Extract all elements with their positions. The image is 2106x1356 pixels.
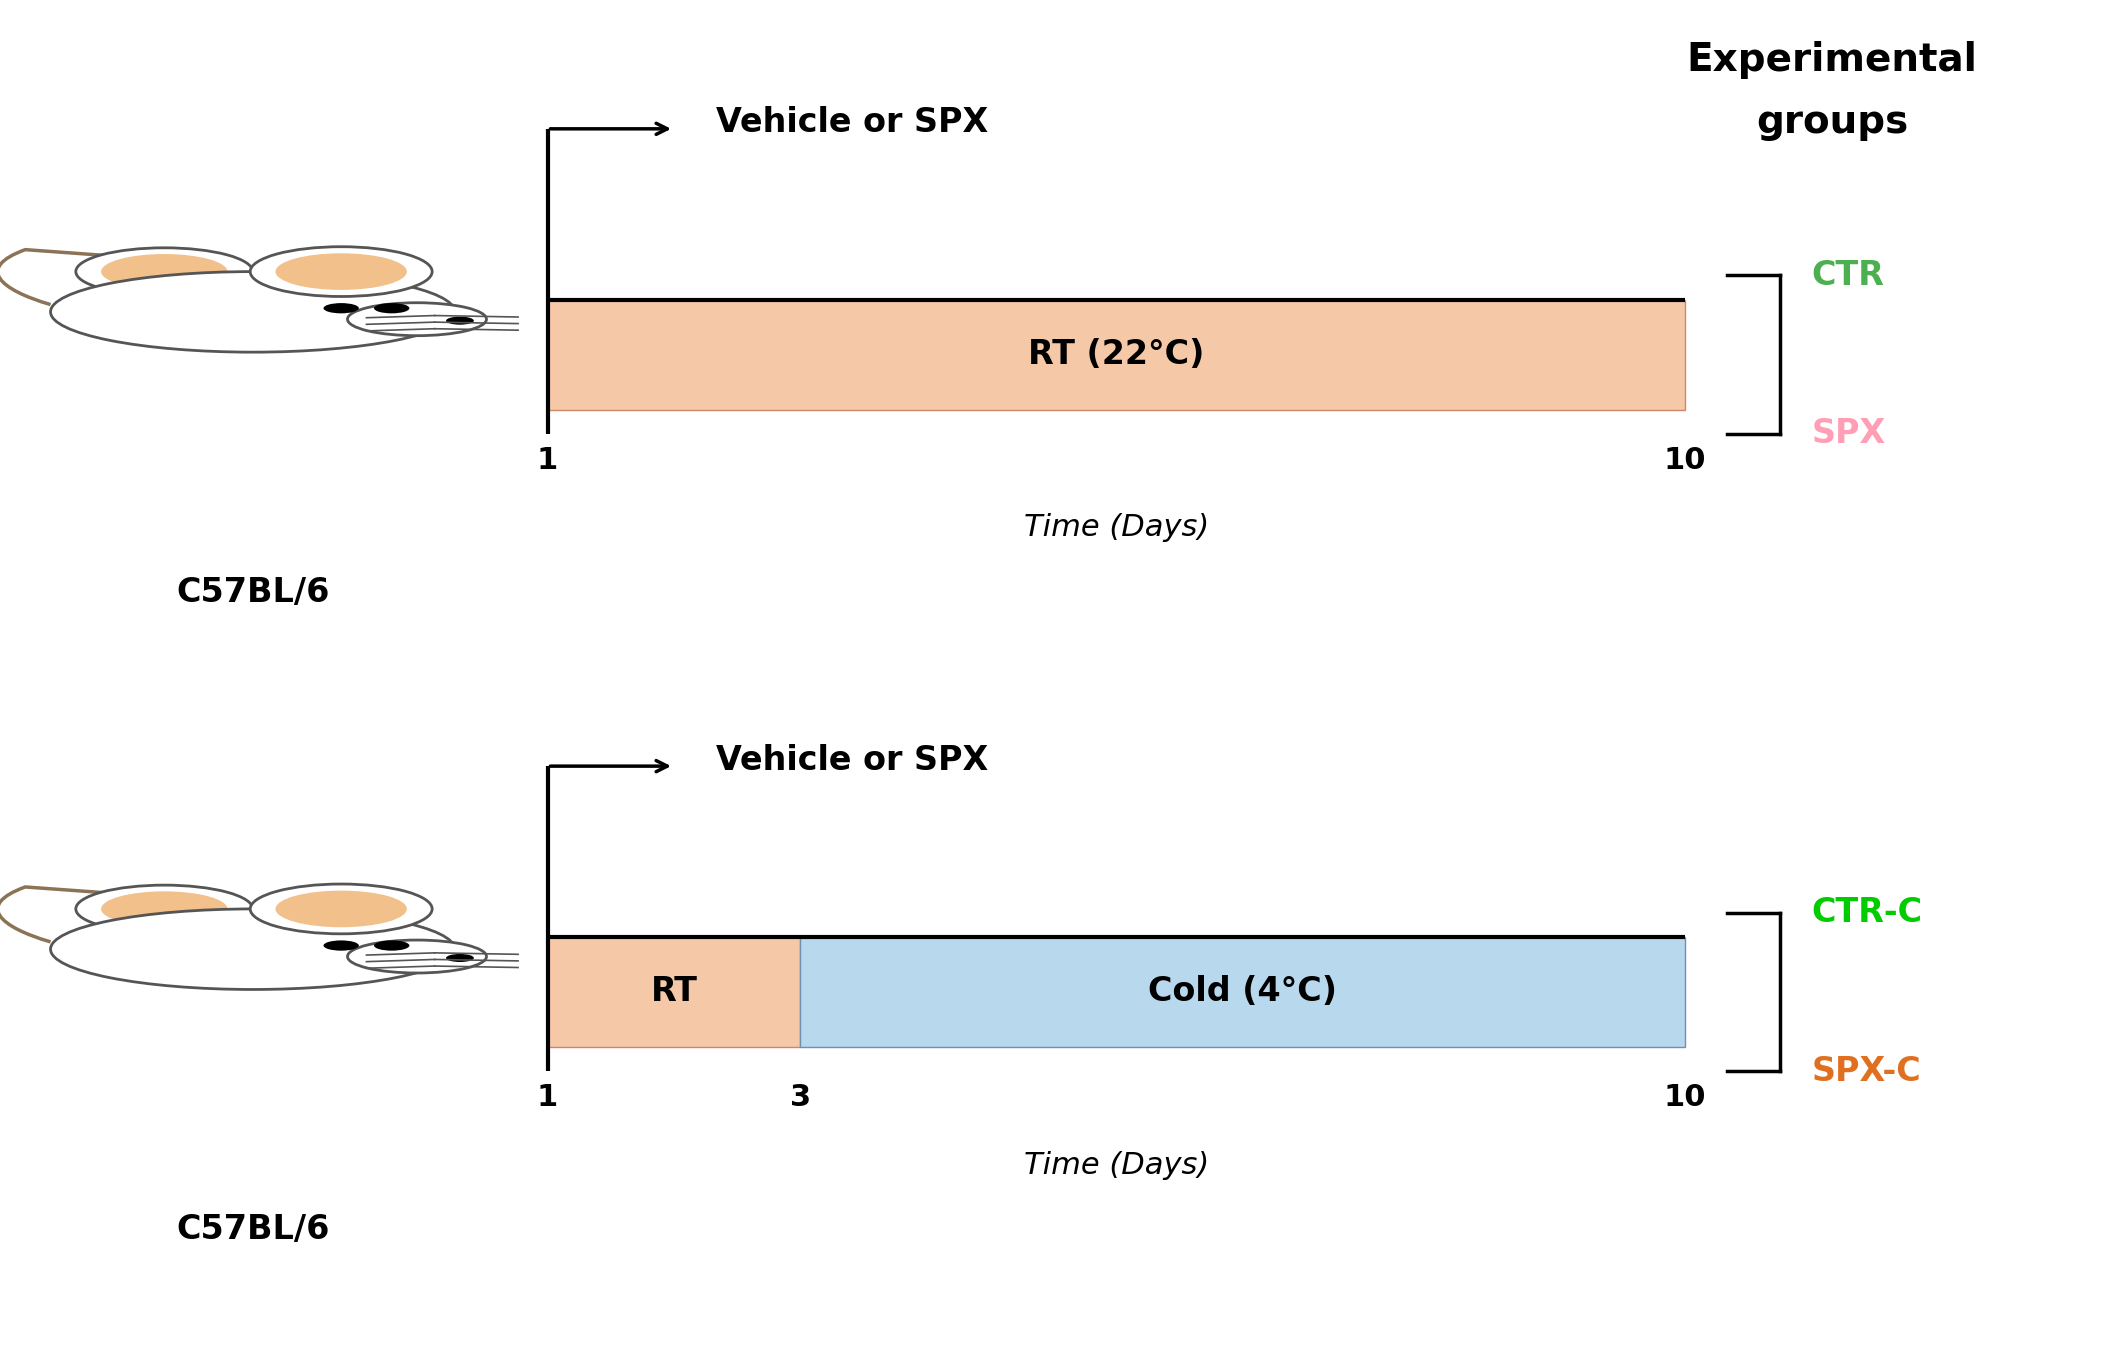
Circle shape bbox=[324, 304, 358, 313]
Text: RT (22°C): RT (22°C) bbox=[1028, 338, 1205, 372]
Text: 10: 10 bbox=[1664, 446, 1706, 475]
Ellipse shape bbox=[251, 247, 432, 297]
Text: C57BL/6: C57BL/6 bbox=[177, 576, 329, 609]
Text: Experimental
groups: Experimental groups bbox=[1687, 41, 1978, 141]
Ellipse shape bbox=[276, 891, 406, 928]
Ellipse shape bbox=[51, 909, 455, 990]
Circle shape bbox=[324, 941, 358, 951]
Circle shape bbox=[446, 317, 474, 324]
Ellipse shape bbox=[101, 891, 227, 926]
Text: Vehicle or SPX: Vehicle or SPX bbox=[716, 743, 988, 777]
Circle shape bbox=[446, 955, 474, 961]
Ellipse shape bbox=[51, 271, 455, 353]
FancyBboxPatch shape bbox=[548, 300, 1685, 410]
Circle shape bbox=[375, 304, 409, 313]
Ellipse shape bbox=[76, 248, 253, 296]
Text: 10: 10 bbox=[1664, 1083, 1706, 1112]
Text: Time (Days): Time (Days) bbox=[1024, 1150, 1209, 1180]
Circle shape bbox=[375, 941, 409, 951]
Text: Time (Days): Time (Days) bbox=[1024, 513, 1209, 542]
Ellipse shape bbox=[251, 884, 432, 934]
Text: CTR-C: CTR-C bbox=[1811, 896, 1923, 929]
Ellipse shape bbox=[76, 885, 253, 933]
Text: Vehicle or SPX: Vehicle or SPX bbox=[716, 106, 988, 140]
Text: 1: 1 bbox=[537, 1083, 558, 1112]
Text: 3: 3 bbox=[790, 1083, 811, 1112]
Ellipse shape bbox=[276, 254, 406, 290]
Text: SPX-C: SPX-C bbox=[1811, 1055, 1921, 1088]
FancyBboxPatch shape bbox=[800, 937, 1685, 1047]
Ellipse shape bbox=[347, 302, 486, 336]
Ellipse shape bbox=[347, 940, 486, 974]
FancyBboxPatch shape bbox=[548, 937, 800, 1047]
Text: C57BL/6: C57BL/6 bbox=[177, 1214, 329, 1246]
Ellipse shape bbox=[101, 254, 227, 289]
Text: 1: 1 bbox=[537, 446, 558, 475]
Text: RT: RT bbox=[651, 975, 697, 1009]
Text: CTR: CTR bbox=[1811, 259, 1885, 292]
Text: SPX: SPX bbox=[1811, 418, 1885, 450]
Text: Cold (4°C): Cold (4°C) bbox=[1148, 975, 1337, 1009]
